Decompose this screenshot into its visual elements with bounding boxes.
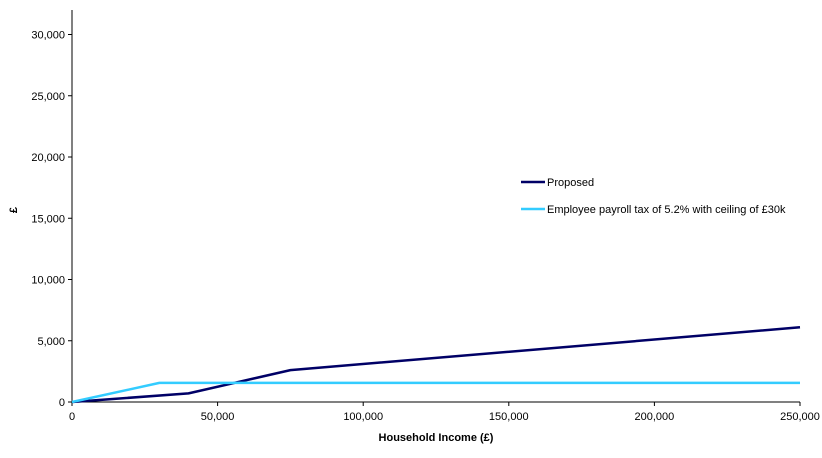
x-tick-label: 100,000 bbox=[343, 411, 383, 423]
x-axis-title: Household Income (£) bbox=[379, 432, 494, 444]
y-tick-label: 10,000 bbox=[31, 275, 65, 287]
x-tick-label: 150,000 bbox=[489, 411, 529, 423]
series-layer bbox=[71, 326, 801, 404]
x-tick-label: 250,000 bbox=[780, 411, 820, 423]
series-line-2 bbox=[71, 381, 800, 404]
y-tick-label: 0 bbox=[59, 397, 65, 409]
y-tick-label: 20,000 bbox=[31, 152, 65, 164]
y-tick-label: 15,000 bbox=[31, 213, 65, 225]
legend-label-1: Proposed bbox=[547, 177, 594, 189]
x-tick-label: 200,000 bbox=[635, 411, 675, 423]
y-tick-label: 30,000 bbox=[31, 30, 65, 42]
x-tick-label: 0 bbox=[69, 411, 75, 423]
y-tick-label: 5,000 bbox=[37, 336, 65, 348]
y-axis-title: £ bbox=[8, 207, 20, 213]
legend-label-2: Employee payroll tax of 5.2% with ceilin… bbox=[547, 204, 786, 216]
legend: Proposed Employee payroll tax of 5.2% wit… bbox=[521, 177, 786, 216]
axes: 0 5,000 10,000 15,000 20,000 25,000 30,000 0 50,… bbox=[31, 10, 820, 423]
x-tick-label: 50,000 bbox=[201, 411, 235, 423]
y-tick-label: 25,000 bbox=[31, 91, 65, 103]
series-line-1 bbox=[71, 326, 801, 404]
